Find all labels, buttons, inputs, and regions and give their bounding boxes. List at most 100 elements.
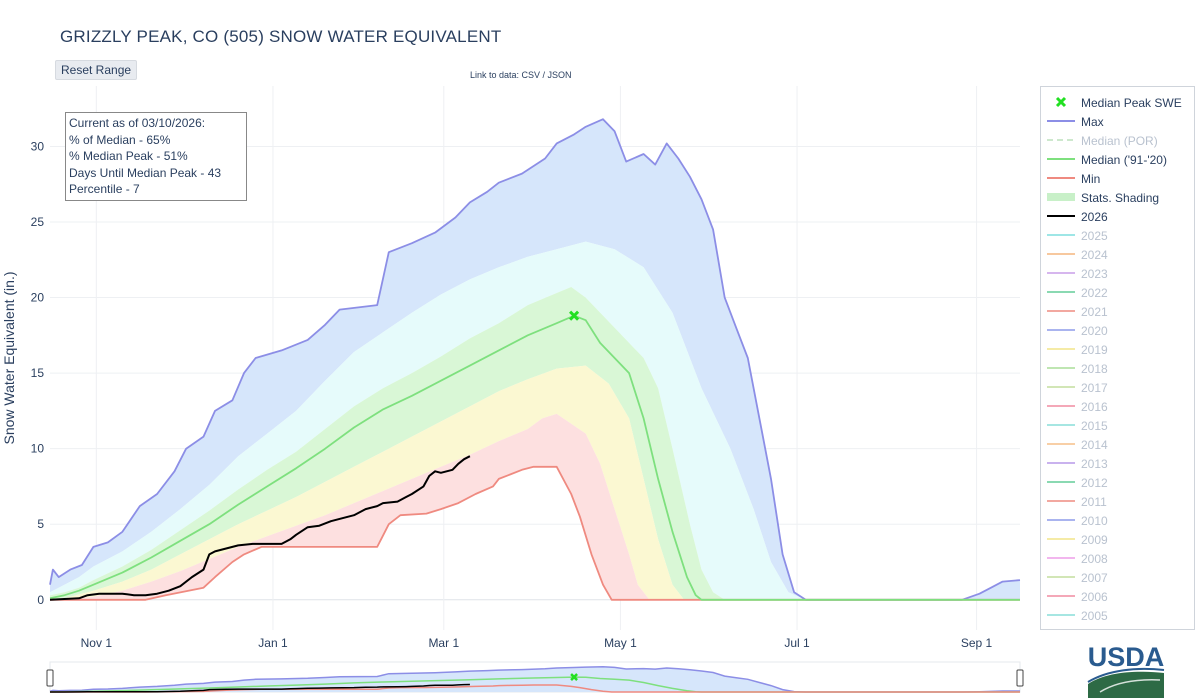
range-handle-left[interactable]	[46, 669, 54, 687]
range-current-line	[50, 683, 470, 693]
legend-symbol-icon	[1041, 568, 1081, 587]
legend-item-2018[interactable]: 2018	[1041, 359, 1191, 378]
legend-item-2025[interactable]: 2025	[1041, 226, 1191, 245]
legend-label: 2020	[1081, 323, 1108, 338]
legend-symbol-icon	[1041, 454, 1081, 473]
legend-symbol-icon	[1041, 435, 1081, 454]
legend-item-2014[interactable]: 2014	[1041, 435, 1191, 454]
min-line	[50, 465, 1020, 601]
band-30-10	[50, 365, 1020, 600]
median-peak-marker	[569, 310, 580, 321]
legend-symbol-icon	[1041, 340, 1081, 359]
x-tick-label: Sep 1	[961, 636, 993, 650]
legend-symbol-icon	[1041, 606, 1081, 625]
legend-item-2012[interactable]: 2012	[1041, 473, 1191, 492]
info-line-days-until-peak: Days Until Median Peak - 43	[69, 165, 222, 180]
legend-item-2011[interactable]: 2011	[1041, 492, 1191, 511]
legend-item-2024[interactable]: 2024	[1041, 245, 1191, 264]
legend-label: Stats. Shading	[1081, 190, 1160, 205]
legend-label: Median Peak SWE	[1081, 95, 1182, 110]
stats-shading	[50, 119, 1020, 600]
legend-label: 2026	[1081, 209, 1108, 224]
median-line	[49, 314, 1020, 601]
legend-item-2009[interactable]: 2009	[1041, 530, 1191, 549]
legend-label: 2021	[1081, 304, 1108, 319]
legend-item-max[interactable]: Max	[1041, 112, 1191, 131]
y-tick-label: 30	[31, 139, 45, 153]
current-year-line	[49, 455, 471, 601]
x-tick-label: Jul 1	[784, 636, 810, 650]
y-tick-label: 20	[31, 291, 45, 305]
legend-item-2010[interactable]: 2010	[1041, 511, 1191, 530]
legend-label: Max	[1081, 114, 1104, 129]
range-handle-right[interactable]	[1016, 669, 1024, 687]
legend-item-2015[interactable]: 2015	[1041, 416, 1191, 435]
legend-item-2023[interactable]: 2023	[1041, 264, 1191, 283]
range-median-peak-marker	[570, 673, 578, 681]
reset-range-button[interactable]: Reset Range	[55, 60, 138, 80]
legend-symbol-icon	[1041, 492, 1081, 511]
legend-symbol-icon	[1041, 302, 1081, 321]
legend-symbol-icon	[1041, 169, 1081, 188]
legend-label: 2007	[1081, 570, 1108, 585]
x-tick-label: Nov 1	[81, 636, 113, 650]
y-tick-label: 0	[37, 593, 44, 607]
legend-item-2022[interactable]: 2022	[1041, 283, 1191, 302]
legend-symbol-icon	[1041, 378, 1081, 397]
range-median-line	[49, 676, 1020, 693]
legend-item-2013[interactable]: 2013	[1041, 454, 1191, 473]
legend-item-2020[interactable]: 2020	[1041, 321, 1191, 340]
legend-item-2016[interactable]: 2016	[1041, 397, 1191, 416]
legend-item-median-peak-swe[interactable]: Median Peak SWE	[1041, 93, 1191, 112]
legend-label: 2022	[1081, 285, 1108, 300]
legend-item-median-91-20[interactable]: Median ('91-'20)	[1041, 150, 1191, 169]
range-max-line	[49, 665, 1020, 693]
legend-label: 2013	[1081, 456, 1108, 471]
info-line-percentile: Percentile - 7	[69, 182, 140, 196]
legend-item-min[interactable]: Min	[1041, 169, 1191, 188]
legend-label: 2009	[1081, 532, 1108, 547]
legend-label: 2023	[1081, 266, 1108, 281]
legend-label: 2014	[1081, 437, 1108, 452]
legend-item-2008[interactable]: 2008	[1041, 549, 1191, 568]
chart-marks	[569, 310, 580, 321]
band-10-min	[50, 413, 1020, 600]
legend-item-2005[interactable]: 2005	[1041, 606, 1191, 625]
legend-item-stats-shading[interactable]: Stats. Shading	[1041, 188, 1191, 207]
legend-symbol-icon	[1041, 245, 1081, 264]
legend-label: 2017	[1081, 380, 1108, 395]
legend-symbol-icon	[1041, 473, 1081, 492]
legend-symbol-icon	[1041, 359, 1081, 378]
legend-symbol-icon	[1041, 321, 1081, 340]
legend-item-2021[interactable]: 2021	[1041, 302, 1191, 321]
legend-label: 2010	[1081, 513, 1108, 528]
chart-axes: 0 5 10 15 20 25 30 Nov 1 Jan 1 Mar 1 May 1 Jul 1 Sep…	[1, 139, 993, 650]
legend-symbol-icon	[1041, 264, 1081, 283]
usda-logo-text: USDA	[1088, 642, 1165, 672]
legend-symbol-icon	[1041, 416, 1081, 435]
x-tick-label: Jan 1	[258, 636, 288, 650]
legend-item-2006[interactable]: 2006	[1041, 587, 1191, 606]
y-tick-label: 10	[31, 442, 45, 456]
legend-label: 2008	[1081, 551, 1108, 566]
legend-symbol-icon	[1041, 549, 1081, 568]
legend-symbol-icon	[1041, 511, 1081, 530]
band-median-30	[50, 315, 1020, 600]
legend-label: 2005	[1081, 608, 1108, 623]
legend-item-2019[interactable]: 2019	[1041, 340, 1191, 359]
legend-symbol-icon	[1041, 587, 1081, 606]
usda-logo: USDA	[1087, 642, 1165, 698]
legend-item-2026[interactable]: 2026	[1041, 207, 1191, 226]
legend-item-2017[interactable]: 2017	[1041, 378, 1191, 397]
legend-label: Min	[1081, 171, 1101, 186]
legend-item-median-por[interactable]: Median (POR)	[1041, 131, 1191, 150]
legend-item-2007[interactable]: 2007	[1041, 568, 1191, 587]
legend-label: 2012	[1081, 475, 1108, 490]
legend-label: 2024	[1081, 247, 1108, 262]
legend-symbol-icon	[1041, 207, 1081, 226]
legend-label: Median ('91-'20)	[1081, 152, 1167, 167]
band-max-90	[50, 119, 1020, 600]
data-link[interactable]: Link to data: CSV / JSON	[470, 70, 572, 80]
legend-label: Median (POR)	[1081, 133, 1158, 148]
